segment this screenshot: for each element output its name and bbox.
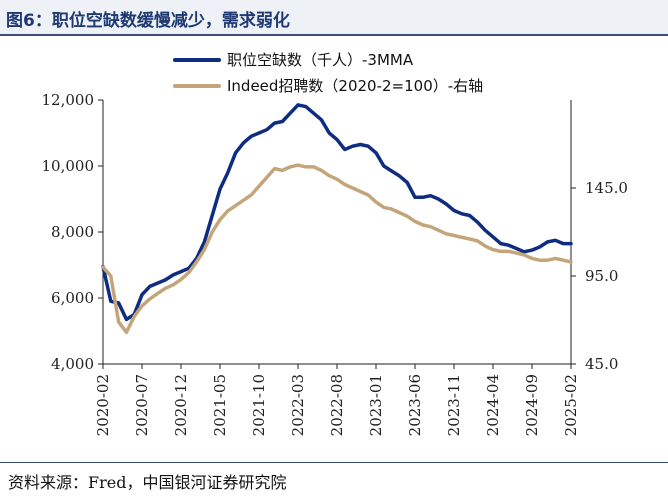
source-note: 资料来源：Fred，中国银河证券研究院 [8,473,287,492]
figure-title: 图6：职位空缺数缓慢减少，需求弱化 [6,11,290,31]
x-tick-label: 2023-01 [367,374,385,436]
source-rule [0,462,668,463]
right-tick-label: 95.0 [585,267,618,285]
legend-label-2: Indeed招聘数（2020-2=100）-右轴 [227,77,483,95]
series-line-2 [101,163,573,335]
x-tick-label: 2021-10 [250,374,268,436]
x-tick-label: 2022-03 [289,374,307,436]
left-tick-label: 10,000 [42,157,95,175]
series-lines [101,103,573,335]
x-tick-label: 2024-09 [523,374,541,436]
x-tick-label: 2023-11 [445,374,463,436]
axes: 4,000 6,000 8,000 10,000 12,000 45.0 95.0 145.0… [42,91,628,436]
legend-label-1: 职位空缺数（千人）-3MMA [227,51,414,69]
x-tick-label: 2020-12 [172,374,190,436]
line-chart: 4,000 6,000 8,000 10,000 12,000 45.0 95.0 145.0… [42,51,628,436]
title-bar [0,0,668,34]
x-tick-label: 2020-02 [94,374,112,436]
series-line-1 [101,103,573,322]
left-tick-label: 8,000 [51,223,94,241]
x-tick-label: 2021-05 [211,374,229,436]
right-tick-label: 45.0 [585,355,618,373]
x-tick-label: 2025-02 [562,374,580,436]
x-tick-label: 2023-06 [406,374,424,436]
left-tick-label: 12,000 [42,91,95,109]
legend: 职位空缺数（千人）-3MMA Indeed招聘数（2020-2=100）-右轴 [173,51,483,95]
left-tick-label: 6,000 [51,289,94,307]
x-tick-label: 2022-08 [328,374,346,436]
left-tick-label: 4,000 [51,355,94,373]
title-rule [0,34,668,36]
x-tick-label: 2020-07 [133,374,151,436]
x-tick-label: 2024-04 [484,374,502,436]
right-tick-label: 145.0 [585,179,628,197]
